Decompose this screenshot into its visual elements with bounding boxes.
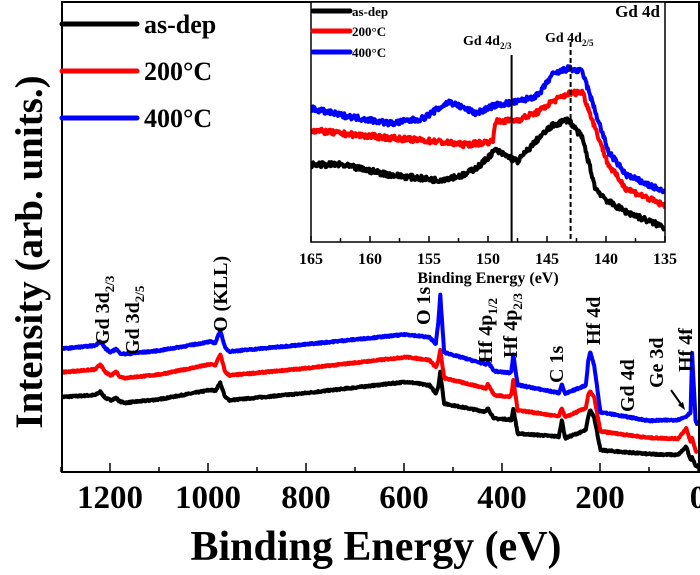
- peak-label: Hf 4p1/2: [475, 298, 500, 363]
- reference-label-subscript: 2/3: [500, 41, 512, 51]
- inset-legend-label: as-dep: [352, 4, 388, 19]
- main-legend-label: as-dep: [144, 10, 216, 39]
- inset-gd4d: Gd 4d2/3 Gd 4d2/5 165 160 155 150 145 140 135 B…: [299, 1, 677, 287]
- peak-label-subscript: 2/5: [132, 285, 147, 302]
- inset-series-group: [311, 64, 665, 232]
- reference-line-label: Gd 4d2/5: [545, 31, 594, 48]
- inset-series-2: [311, 64, 665, 195]
- reference-label-text: Gd 4d: [545, 31, 582, 46]
- main-series-group: [62, 292, 699, 469]
- peak-label: O (KLL): [210, 256, 232, 332]
- peak-label-text: Gd 3d: [92, 292, 114, 345]
- inset-tick-label: 145: [535, 251, 559, 268]
- reference-label-subscript: 2/5: [582, 38, 594, 48]
- main-legend: as-dep 200°C 400°C: [59, 10, 216, 133]
- main-tick-label: 0: [690, 480, 700, 516]
- inset-title: Gd 4d: [615, 2, 660, 21]
- inset-series-0: [311, 116, 665, 232]
- peak-label-text: C 1s: [546, 346, 568, 383]
- inset-tick-label: 140: [594, 251, 618, 268]
- peak-label: Hf 4p2/3: [500, 293, 525, 358]
- peak-label: Gd 4d: [617, 359, 639, 412]
- peak-label: Gd 3d2/5: [122, 285, 147, 355]
- inset-x-axis-label: Binding Energy (eV): [417, 270, 558, 287]
- peak-label-text: Hf 4d: [583, 297, 605, 345]
- inset-series-1: [311, 88, 665, 209]
- inset-tick-label: 160: [358, 251, 382, 268]
- inset-x-axis-ticks: 165 160 155 150 145 140 135: [299, 236, 677, 268]
- main-tick-label: 600: [379, 480, 429, 516]
- peak-label-subscript: 1/2: [485, 298, 500, 315]
- main-legend-label: 200°C: [144, 57, 212, 86]
- peak-label-text: Hf 4p: [475, 315, 497, 363]
- peak-label: Ge 3d: [646, 337, 668, 388]
- inset-tick-label: 150: [476, 251, 500, 268]
- inset-legend-label: 200°C: [352, 24, 386, 39]
- inset-tick-label: 165: [299, 251, 323, 268]
- peak-label-text: O (KLL): [210, 256, 232, 332]
- peak-label-text: Gd 3d: [122, 302, 144, 355]
- main-series-2: [62, 292, 699, 426]
- ge-3d-arrowhead-icon: [678, 402, 685, 410]
- peak-label: O 1s: [413, 286, 435, 325]
- inset-legend: as-dep 200°C 400°C: [310, 4, 388, 60]
- reference-line-label: Gd 4d2/3: [463, 34, 512, 51]
- peak-label-text: Gd 4d: [617, 359, 639, 412]
- main-tick-label: 400: [477, 480, 527, 516]
- main-series-0: [62, 369, 699, 469]
- main-tick-label: 1000: [175, 480, 241, 516]
- inset-tick-label: 155: [417, 251, 441, 268]
- main-tick-label: 800: [281, 480, 331, 516]
- main-x-axis-ticks: 1200 1000 800 600 400 200 0: [60, 463, 700, 516]
- reference-label-text: Gd 4d: [463, 34, 500, 49]
- peak-label: Gd 3d2/3: [92, 275, 117, 345]
- main-legend-label: 400°C: [144, 104, 212, 133]
- main-tick-label: 1200: [77, 480, 143, 516]
- peak-label-text: Hf 4f: [675, 328, 697, 372]
- main-tick-label: 200: [575, 480, 625, 516]
- peak-label-subscript: 2/3: [510, 293, 525, 310]
- peak-label: C 1s: [546, 346, 568, 383]
- inset-legend-label: 400°C: [352, 45, 386, 60]
- peak-label-subscript: 2/3: [102, 275, 117, 292]
- peak-label: Hf 4f: [675, 328, 697, 372]
- peak-label-text: Hf 4p: [500, 310, 522, 358]
- main-y-axis-label: Intensity (arb. units.): [8, 75, 51, 428]
- peak-label-text: O 1s: [413, 286, 435, 325]
- peak-label: Hf 4d: [583, 297, 605, 345]
- peak-label-text: Ge 3d: [646, 337, 668, 388]
- inset-tick-label: 135: [653, 251, 677, 268]
- inset-reference-lines: Gd 4d2/3 Gd 4d2/5: [463, 31, 594, 242]
- main-x-axis-label: Binding Energy (eV): [190, 524, 561, 570]
- main-series-1: [62, 347, 699, 455]
